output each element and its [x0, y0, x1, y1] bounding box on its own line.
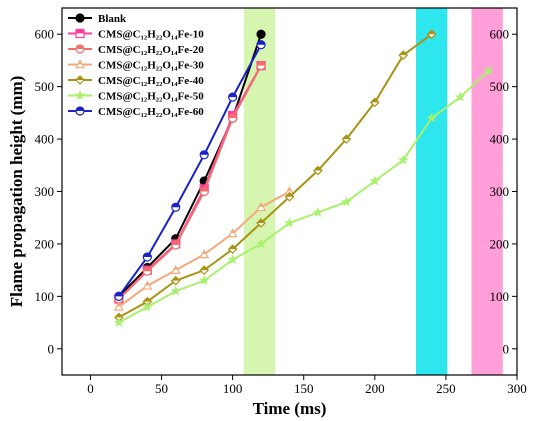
shaded-band: [416, 8, 448, 375]
legend-label: CMS@C₁₂H₂₂O₁₄Fe-60: [98, 106, 204, 118]
data-point: [284, 217, 295, 228]
y-tick-label: 200: [35, 236, 55, 251]
y-tick-label: 500: [35, 79, 55, 94]
x-tick-label: 250: [436, 381, 456, 396]
y-tick-label: 100: [35, 289, 55, 304]
data-point: [170, 285, 182, 296]
y-axis-title: Flame propagation height (mm): [7, 76, 26, 308]
legend-label: CMS@C₁₂H₂₂O₁₄Fe-30: [98, 60, 204, 72]
data-point: [142, 301, 153, 312]
series-line: [118, 65, 262, 300]
data-point: [75, 13, 85, 23]
data-point: [142, 280, 153, 290]
data-point: [398, 50, 409, 61]
data-point: [113, 316, 125, 328]
legend: Blank CMS@C₁₂H₂₂O₁₄Fe-10 CMS@C₁₂H₂₂O₁₄Fe-2…: [68, 13, 204, 118]
y-tick-label-right: 300: [490, 184, 510, 199]
data-series: [114, 40, 266, 301]
data-point: [75, 106, 85, 116]
data-point: [114, 291, 124, 301]
data-point: [75, 44, 85, 54]
x-tick-label: 200: [365, 381, 385, 396]
data-point: [171, 240, 181, 250]
data-point: [426, 112, 437, 123]
data-point: [255, 238, 267, 249]
data-point: [75, 75, 85, 85]
legend-item: CMS@C₁₂H₂₂O₁₄Fe-40: [68, 75, 204, 87]
x-tick-label: 300: [507, 381, 527, 396]
data-point: [313, 165, 323, 176]
legend-item: CMS@C₁₂H₂₂O₁₄Fe-20: [68, 44, 204, 56]
y-tick-label-right: 100: [490, 289, 510, 304]
data-point: [284, 191, 295, 202]
series-line: [118, 33, 433, 319]
data-point: [426, 29, 437, 40]
series-line: [118, 70, 490, 324]
data-point: [227, 244, 238, 255]
data-point: [228, 92, 238, 102]
x-tick-label: 0: [87, 381, 94, 396]
data-point: [74, 89, 86, 101]
legend-item: CMS@C₁₂H₂₂O₁₄Fe-60: [68, 106, 204, 118]
y-tick-label-right: 600: [490, 27, 510, 42]
data-point: [369, 97, 380, 108]
data-point: [256, 218, 266, 228]
data-point: [142, 266, 152, 276]
x-axis-title: Time (ms): [253, 399, 327, 418]
y-tick-label: 300: [35, 184, 55, 199]
x-tick-label: 100: [223, 381, 243, 396]
data-point: [227, 254, 238, 265]
data-point: [341, 134, 352, 144]
y-tick-label-right: 500: [490, 79, 510, 94]
axis-ticks: 0 50 100 150 200 250 300 0 100 200 300 400 500 600 0 10…: [35, 27, 527, 396]
y-tick-label-right: 0: [503, 341, 510, 356]
legend-item: CMS@C₁₂H₂₂O₁₄Fe-10: [68, 29, 204, 41]
data-point: [454, 91, 466, 102]
data-point: [256, 29, 266, 39]
series-line: [118, 33, 263, 298]
y-tick-label: 600: [35, 27, 55, 42]
x-tick-label: 50: [155, 381, 168, 396]
legend-label: CMS@C₁₂H₂₂O₁₄Fe-20: [98, 44, 204, 56]
data-point: [171, 202, 181, 212]
data-point: [227, 228, 238, 238]
y-tick-label: 400: [35, 132, 55, 147]
data-point: [142, 252, 152, 262]
data-series: [113, 65, 494, 328]
data-point: [312, 206, 324, 217]
data-point: [75, 28, 85, 39]
data-point: [198, 275, 210, 286]
y-tick-label-right: 200: [490, 236, 510, 251]
data-point: [199, 186, 209, 197]
series-group: [113, 29, 494, 328]
series-line: [118, 44, 262, 297]
data-point: [170, 264, 181, 274]
y-tick-label: 0: [48, 341, 55, 356]
y-tick-label-right: 400: [490, 132, 510, 147]
data-point: [256, 201, 267, 212]
data-point: [74, 59, 86, 69]
legend-label: Blank: [98, 13, 127, 25]
legend-item: Blank: [68, 13, 127, 25]
data-point: [170, 275, 181, 286]
data-point: [256, 61, 266, 71]
x-tick-label: 150: [294, 381, 314, 396]
data-point: [199, 265, 210, 275]
data-point: [113, 301, 124, 311]
data-point: [199, 150, 209, 160]
data-point: [256, 40, 266, 50]
data-point: [341, 196, 352, 207]
legend-item: CMS@C₁₂H₂₂O₁₄Fe-50: [68, 89, 204, 103]
legend-label: CMS@C₁₂H₂₂O₁₄Fe-10: [98, 29, 204, 41]
shaded-bands: [244, 8, 503, 375]
data-point: [483, 65, 494, 76]
data-point: [397, 154, 409, 165]
data-point: [228, 113, 238, 123]
legend-label: CMS@C₁₂H₂₂O₁₄Fe-50: [98, 91, 204, 103]
legend-item: CMS@C₁₂H₂₂O₁₄Fe-30: [68, 59, 204, 72]
legend-label: CMS@C₁₂H₂₂O₁₄Fe-40: [98, 75, 204, 87]
data-point: [369, 175, 381, 186]
data-point: [199, 249, 210, 259]
